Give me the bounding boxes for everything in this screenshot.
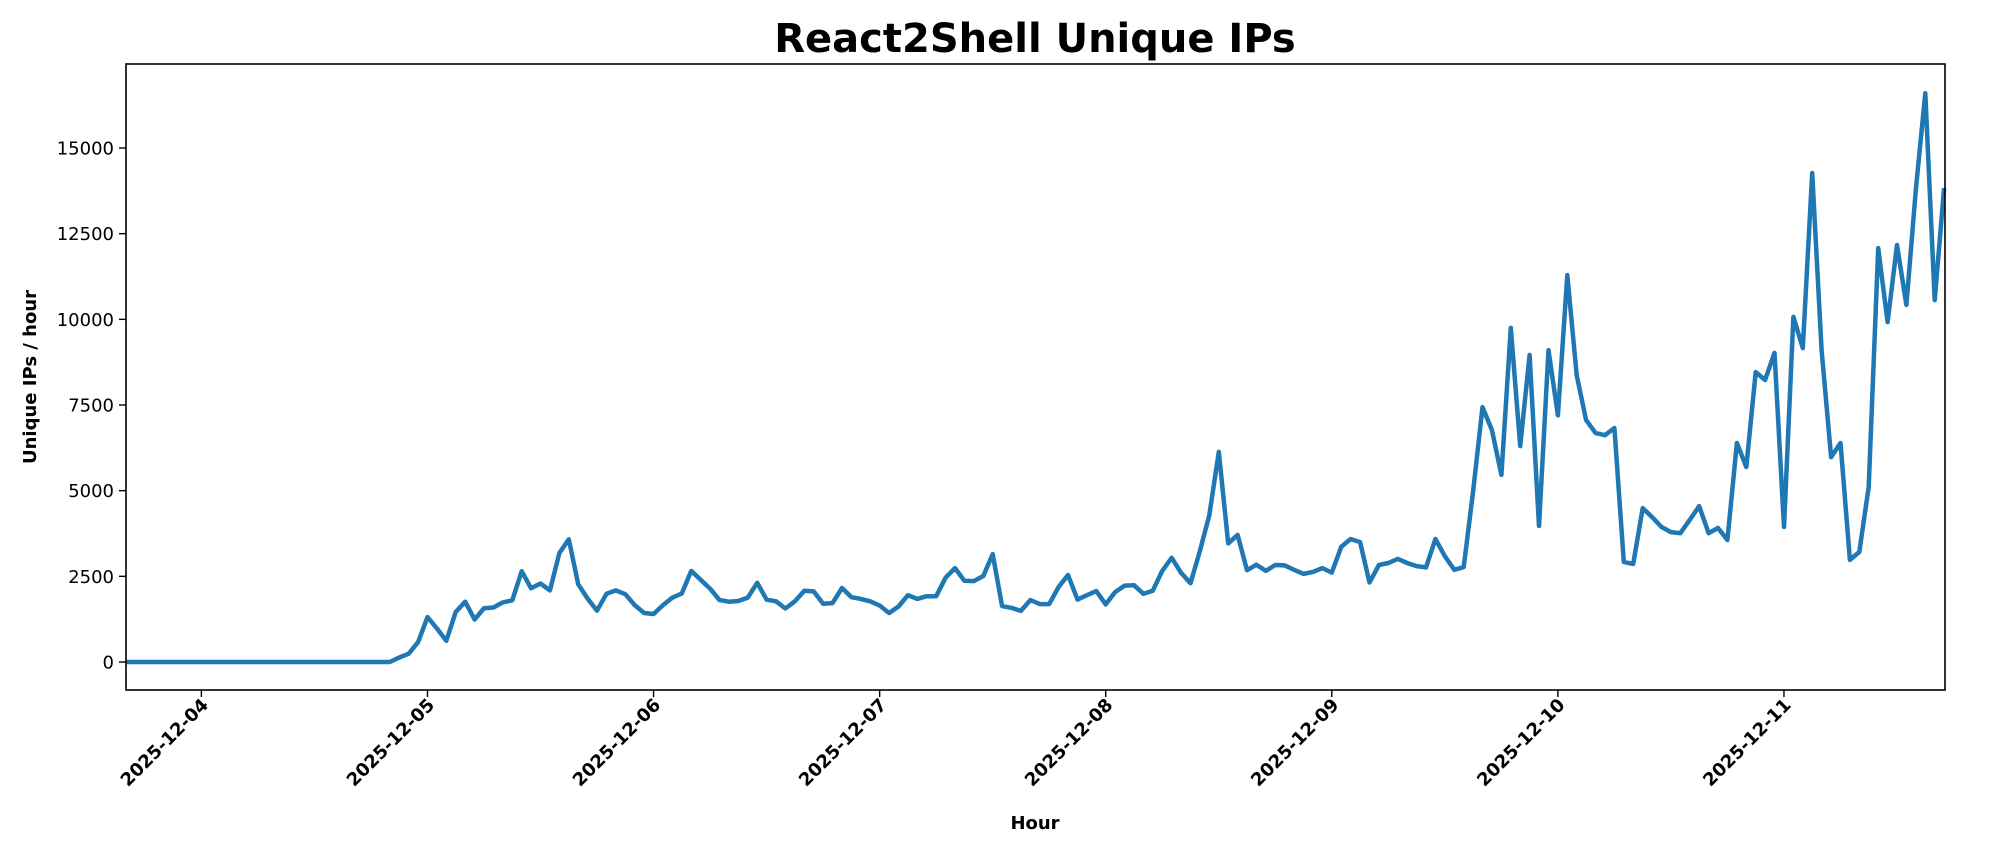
- x-tick-label: 2025-12-05: [343, 695, 439, 791]
- x-tick-label: 2025-12-06: [569, 695, 665, 791]
- x-axis-label: Hour: [1010, 813, 1059, 834]
- x-tick-label: 2025-12-10: [1473, 695, 1569, 791]
- x-tick-label: 2025-12-07: [795, 695, 891, 791]
- chart-title: React2Shell Unique IPs: [774, 16, 1295, 62]
- series-line: [126, 90, 1947, 665]
- y-axis-label: Unique IPs / hour: [20, 290, 41, 464]
- y-tick-label: 15000: [57, 139, 114, 160]
- y-tick-label: 0: [103, 653, 114, 674]
- plot-frame: [125, 63, 1946, 691]
- y-axis: 0 2500 5000 7500 10000 12500 15000: [57, 139, 126, 674]
- y-tick-label: 12500: [57, 224, 114, 245]
- y-tick-label: 2500: [68, 567, 114, 588]
- x-tick-label: 2025-12-09: [1247, 695, 1343, 791]
- x-tick-label: 2025-12-11: [1699, 695, 1795, 791]
- x-tick-label: 2025-12-04: [117, 695, 213, 791]
- plot-area: [125, 63, 1947, 691]
- y-tick-label: 7500: [68, 396, 114, 417]
- x-tick-label: 2025-12-08: [1021, 695, 1117, 791]
- y-tick-label: 10000: [57, 310, 114, 331]
- x-axis: 2025-12-04 2025-12-05 2025-12-06 2025-12-07…: [117, 690, 1795, 791]
- y-tick-label: 5000: [68, 481, 114, 502]
